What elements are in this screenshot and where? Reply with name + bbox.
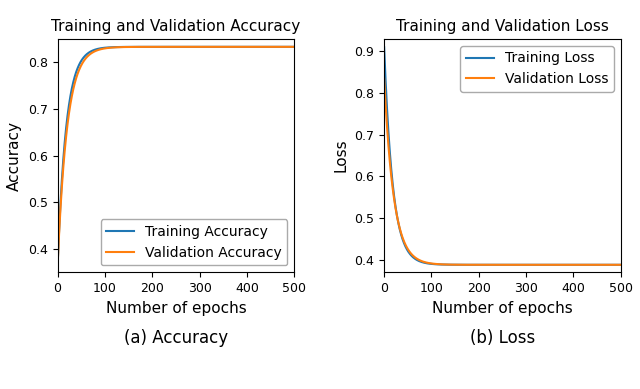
Legend: Training Accuracy, Validation Accuracy: Training Accuracy, Validation Accuracy — [100, 219, 287, 265]
Title: Training and Validation Loss: Training and Validation Loss — [396, 19, 609, 33]
Validation Accuracy — [158, 44, 166, 49]
Training Accuracy — [238, 44, 246, 49]
Validation Accuracy — [216, 44, 224, 49]
Title: Training and Validation Accuracy: Training and Validation Accuracy — [51, 19, 301, 33]
Training Loss — [543, 263, 550, 267]
Training Accuracy — [54, 263, 61, 268]
Legend: Training Loss, Validation Loss: Training Loss, Validation Loss — [460, 46, 614, 92]
Training Loss — [617, 263, 625, 267]
Validation Loss — [404, 247, 412, 252]
Text: (a) Accuracy: (a) Accuracy — [124, 329, 228, 347]
Line: Validation Accuracy: Validation Accuracy — [58, 47, 294, 265]
Training Loss — [569, 263, 577, 267]
Line: Validation Loss: Validation Loss — [384, 79, 621, 265]
X-axis label: Number of epochs: Number of epochs — [106, 301, 246, 315]
Validation Loss — [569, 263, 577, 267]
Training Loss — [484, 263, 492, 267]
Validation Accuracy — [243, 44, 250, 49]
Training Loss — [565, 263, 573, 267]
Training Loss — [476, 263, 484, 267]
Validation Loss — [380, 76, 388, 81]
Line: Training Loss: Training Loss — [384, 47, 621, 265]
Validation Accuracy — [291, 44, 298, 49]
Training Accuracy — [158, 44, 166, 49]
Validation Loss — [617, 263, 625, 267]
Training Loss — [380, 45, 388, 49]
X-axis label: Number of epochs: Number of epochs — [432, 301, 573, 315]
Line: Training Accuracy: Training Accuracy — [58, 47, 294, 265]
Validation Accuracy — [54, 263, 61, 268]
Training Accuracy — [243, 44, 250, 49]
Training Accuracy — [216, 44, 224, 49]
Validation Accuracy — [150, 44, 157, 49]
Training Accuracy — [291, 44, 298, 49]
Validation Loss — [565, 263, 573, 267]
Validation Loss — [543, 263, 550, 267]
Y-axis label: Loss: Loss — [334, 139, 349, 172]
Validation Loss — [484, 263, 492, 267]
Training Accuracy — [150, 44, 157, 49]
Validation Loss — [476, 263, 484, 267]
Validation Accuracy — [238, 44, 246, 49]
Training Accuracy — [78, 58, 86, 62]
Y-axis label: Accuracy: Accuracy — [7, 121, 22, 191]
Text: (b) Loss: (b) Loss — [470, 329, 535, 347]
Validation Accuracy — [78, 62, 86, 67]
Training Loss — [404, 249, 412, 254]
